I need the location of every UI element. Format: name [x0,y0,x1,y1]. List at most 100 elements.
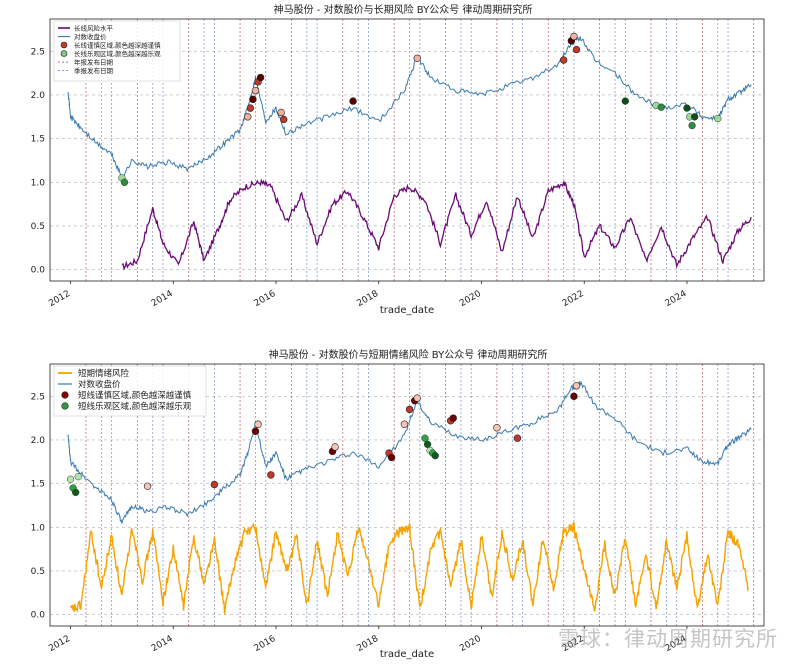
bottom-legend: 短期情绪风险 对数收盘价 短线谨慎区域,颜色越深越谨慎 短线乐观区域,颜色越深越… [53,365,207,417]
x-tick-label: 2014 [150,289,175,309]
optimism-point [66,475,75,483]
caution-point [267,471,275,479]
caution-point [570,32,578,41]
x-tick-label: 2020 [458,289,483,309]
long-risk-line [121,178,752,271]
top-chart: 神马股份 - 对数股价与长期风险 BY公众号 律动周期研究所 0.0 0.5 1.0… [31,3,765,316]
legend-label-long-risk: 长线风险水平 [74,24,114,33]
optimism-point [423,440,432,448]
caution-point [349,97,357,105]
legend-label-short-caution: 短线谨慎区域,颜色越深越谨慎 [78,390,192,401]
legend-label-short-optimism: 短线乐观区域,颜色越深越乐观 [78,401,192,412]
y-tick-label: 1.0 [31,178,46,188]
bottom-y-ticks: 0.0 0.5 1.0 1.5 2.0 2.5 [31,392,46,620]
caution-point [413,54,421,62]
bottom-legend-box [53,365,207,417]
top-x-ticks: 2012 2014 2016 2018 2020 2022 2024 [47,281,689,309]
caution-point [249,95,257,104]
bottom-chart: 神马股份 - 对数股价与短期情绪风险 BY公众号 律动周期研究所 0.0 0.5 1… [31,348,765,660]
caution-point [280,115,288,124]
y-tick-label: 2.5 [31,392,45,402]
x-tick-label: 2016 [253,289,278,309]
log-price-line [67,380,752,524]
bottom-points [66,382,581,497]
y-tick-label: 0.0 [31,611,46,621]
optimism-point [421,434,429,442]
optimism-point [74,473,82,481]
y-tick-label: 0.0 [31,266,46,276]
legend-swatch-short-optimism [61,402,69,410]
optimism-point [431,452,439,460]
top-points [118,32,722,186]
caution-point [251,86,260,95]
x-tick-label: 2018 [355,634,380,654]
log-price-line [67,36,752,182]
caution-point [251,427,260,435]
legend-swatch-short-caution [61,391,69,399]
bottom-plot-frame [49,363,765,627]
legend-label-short-risk: 短期情绪风险 [78,368,130,379]
y-tick-label: 2.5 [31,47,45,57]
short-risk-line [69,521,750,615]
top-y-ticks: 0.0 0.5 1.0 1.5 2.0 2.5 [31,47,46,275]
y-tick-label: 2.0 [31,91,46,101]
x-tick-label: 2018 [355,289,380,309]
top-plot-frame [49,18,765,282]
caution-point [572,382,581,390]
y-tick-label: 1.0 [31,523,46,533]
top-legend: 长线风险水平 对数收盘价 长线谨慎区域,颜色越深越谨慎 长线乐观区域,颜色越深越… [53,20,181,82]
legend-label-quarter: 季报发布日期 [74,66,114,75]
caution-point [572,45,581,54]
legend-swatch-long-optimism [60,50,68,57]
optimism-point [688,121,696,130]
x-tick-label: 2016 [253,634,278,654]
caution-point [331,443,339,451]
top-grid [50,51,764,270]
optimism-point [72,488,80,497]
caution-point [413,394,421,402]
x-tick-label: 2020 [458,634,483,654]
legend-label-price: 对数收盘价 [74,32,107,41]
optimism-point [714,114,722,123]
bottom-chart-title: 神马股份 - 对数股价与短期情绪风险 BY公众号 律动周期研究所 [269,348,548,361]
x-tick-label: 2022 [561,289,586,309]
optimism-point [657,103,665,111]
optimism-point [621,97,629,105]
optimism-point [683,104,691,112]
caution-point [210,480,219,489]
y-tick-label: 0.5 [31,222,45,232]
legend-label-price-2: 对数收盘价 [78,379,121,390]
legend-label-annual: 年报发布日期 [74,58,114,67]
optimism-point [691,113,699,121]
caution-point [277,108,285,117]
caution-point [244,113,252,121]
legend-label-long-optimism: 长线乐观区域,颜色越深越乐观 [74,49,161,58]
x-tick-label: 2024 [664,289,689,309]
x-tick-label: 2012 [47,289,72,309]
y-tick-label: 1.5 [31,480,45,490]
caution-point [513,434,522,442]
caution-point [405,405,414,414]
top-chart-title: 神马股份 - 对数股价与长期风险 BY公众号 律动周期研究所 [274,3,533,16]
caution-point [143,482,152,490]
top-legend-box [53,20,181,82]
legend-swatch-long-caution [60,41,68,49]
caution-point [559,56,568,64]
caution-point [570,392,578,401]
caution-point [256,73,265,82]
legend-label-long-caution: 长线谨慎区域,颜色越深越谨慎 [74,41,161,50]
caution-point [246,104,255,112]
y-tick-label: 2.0 [31,436,46,446]
watermark: 雪球：律动周期研究所 [558,627,778,651]
y-tick-label: 0.5 [31,567,45,577]
x-tick-label: 2014 [150,634,175,654]
bottom-x-axis-label: trade_date [380,649,434,660]
y-tick-label: 1.5 [31,135,45,145]
caution-point [387,453,396,462]
caution-point [449,414,457,422]
caution-point [400,420,409,428]
caution-point [493,424,501,432]
top-series [67,36,752,271]
optimism-point [120,178,129,186]
